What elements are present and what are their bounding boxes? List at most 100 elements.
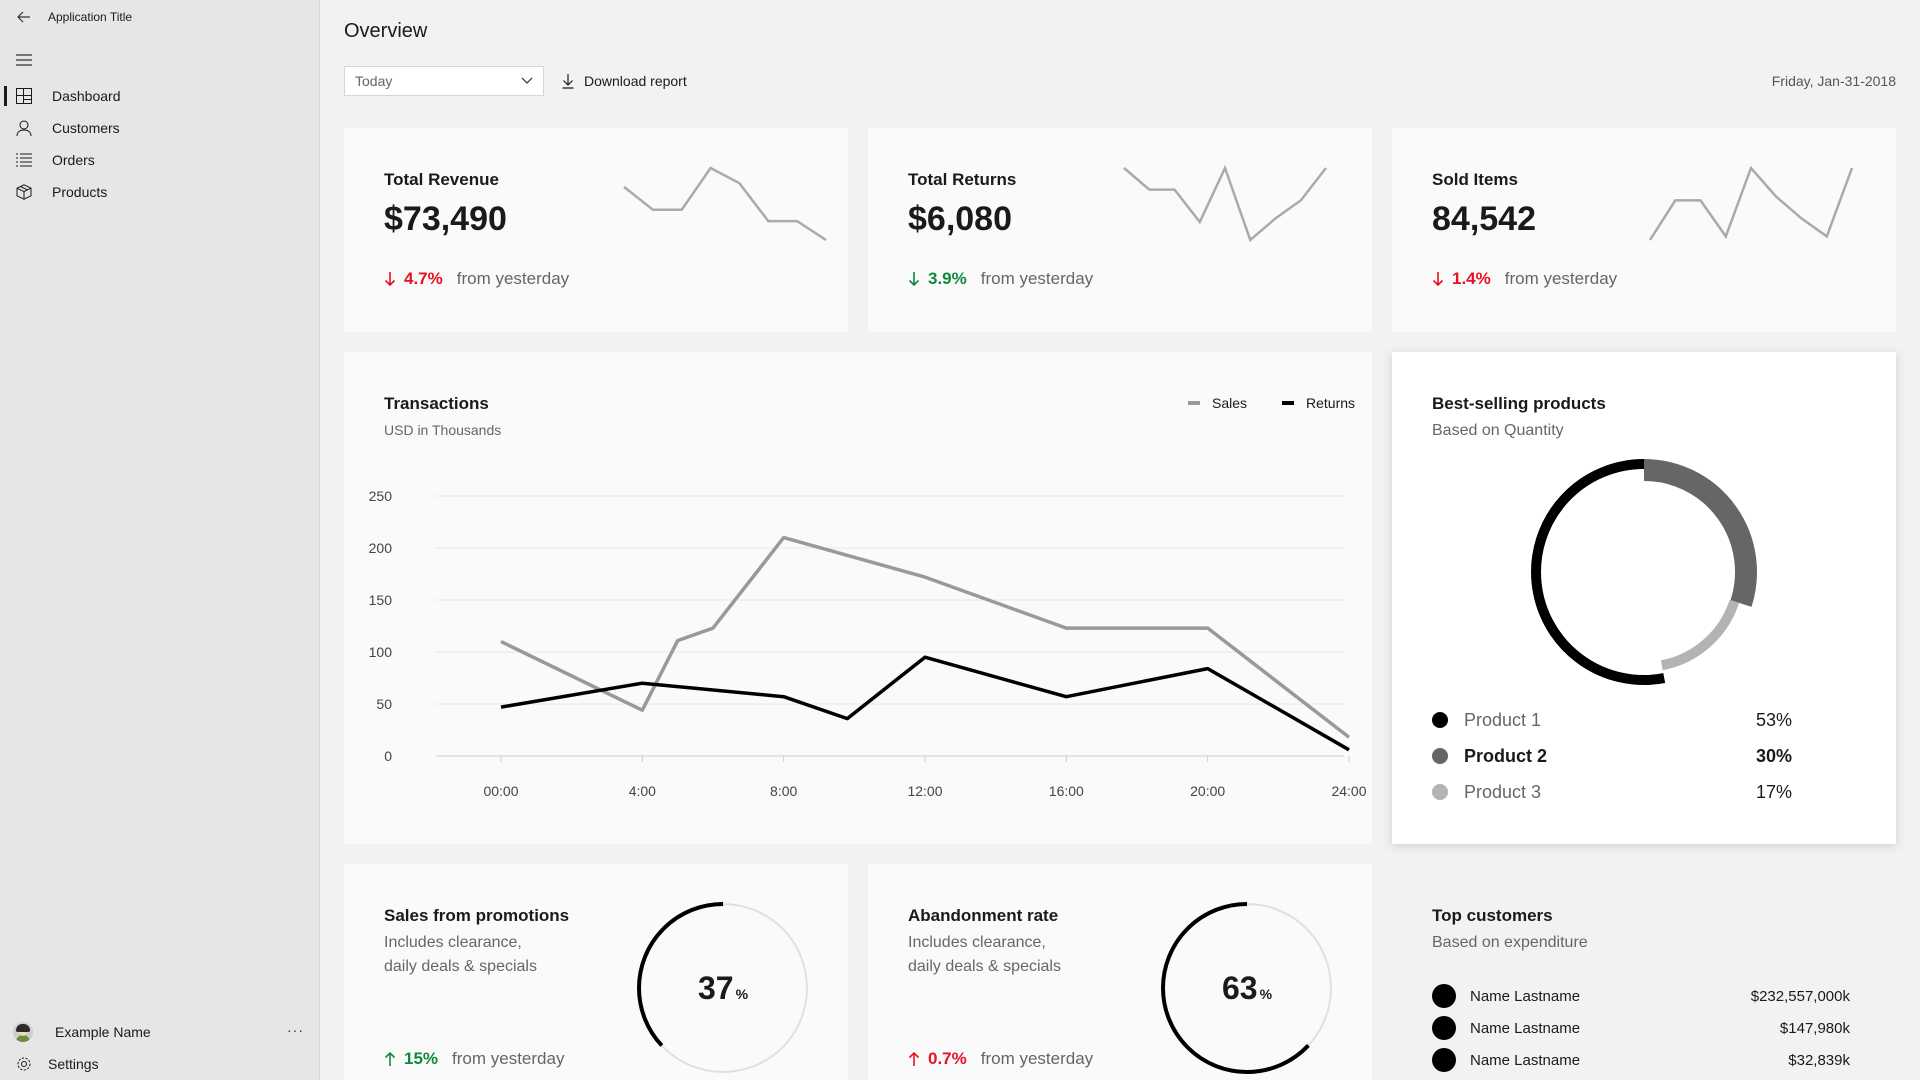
sidebar-item-products[interactable]: Products bbox=[0, 176, 320, 208]
avatar bbox=[13, 1022, 33, 1042]
top-customers-title: Top customers bbox=[1432, 906, 1553, 925]
abandonment-ring: 63% bbox=[1161, 902, 1333, 1074]
top-customers-subtitle: Based on expenditure bbox=[1432, 934, 1588, 951]
ring-progress bbox=[637, 902, 809, 1074]
customer-value: $32,839k bbox=[1788, 1051, 1850, 1069]
customer-avatar bbox=[1432, 1016, 1456, 1040]
customer-name: Name Lastname bbox=[1470, 987, 1581, 1005]
promotions-ring: 37% bbox=[637, 902, 809, 1074]
ring-value: 63 bbox=[1221, 969, 1258, 1006]
legend-label: Sales bbox=[1212, 395, 1248, 411]
sparkline-path bbox=[623, 166, 827, 242]
abandonment-desc-line2: daily deals & specials bbox=[908, 958, 1061, 975]
ring-label: 37% bbox=[637, 902, 809, 1074]
transactions-line-chart: 0 50 100 150 200 250 00:00 4:00 8:00 12:00 16:00 20… bbox=[369, 488, 1367, 799]
promotions-desc-line2: daily deals & specials bbox=[384, 958, 537, 975]
customer-avatar bbox=[1432, 1048, 1456, 1072]
series-line-sales bbox=[500, 535, 1351, 739]
period-select[interactable]: Today bbox=[344, 66, 544, 96]
x-tick-label: 16:00 bbox=[1049, 783, 1084, 799]
product-value: 30% bbox=[1755, 745, 1792, 766]
abandonment-change-text: from yesterday bbox=[980, 1049, 1094, 1068]
best-selling-subtitle: Based on Quantity bbox=[1432, 422, 1564, 439]
kpi-change-text: from yesterday bbox=[1504, 269, 1618, 288]
promotions-desc-line1: Includes clearance, bbox=[384, 934, 522, 951]
sidebar-item-label: Products bbox=[52, 184, 108, 200]
abandonment-card: Abandonment rate Includes clearance, dai… bbox=[868, 864, 1372, 1080]
hamburger-icon bbox=[16, 54, 32, 66]
legend-swatch bbox=[1282, 401, 1294, 405]
download-report-button[interactable]: Download report bbox=[562, 73, 687, 89]
series-line-returns bbox=[500, 655, 1350, 752]
sidebar-item-dashboard[interactable]: Dashboard bbox=[0, 80, 320, 112]
titlebar: Application Title bbox=[0, 0, 319, 34]
product-row: Product 1 53% bbox=[1432, 705, 1792, 735]
sidebar-item-customers[interactable]: Customers bbox=[0, 112, 320, 144]
customer-row[interactable]: Name Lastname $232,557,000k bbox=[1432, 980, 1850, 1012]
promotions-progress-ring bbox=[637, 902, 809, 1074]
more-options-button[interactable]: ··· bbox=[287, 1022, 304, 1038]
kpi-title: Total Returns bbox=[908, 170, 1017, 189]
back-button[interactable] bbox=[0, 0, 48, 34]
abandonment-progress-ring bbox=[1161, 902, 1333, 1074]
legend-item-sales: Sales bbox=[1188, 395, 1247, 411]
sparkline bbox=[1123, 164, 1327, 243]
ring-label: 63% bbox=[1161, 902, 1333, 1074]
page-title: Overview bbox=[344, 20, 428, 42]
sparkline bbox=[623, 166, 827, 242]
user-account[interactable]: Example Name ··· bbox=[0, 1016, 320, 1048]
user-name: Example Name bbox=[55, 1024, 151, 1040]
x-tick-label: 8:00 bbox=[770, 783, 797, 799]
main-content: Overview Today Download report Friday, J… bbox=[320, 0, 1920, 1080]
customer-row[interactable]: Name Lastname $32,839k bbox=[1432, 1044, 1850, 1076]
customer-row[interactable]: Name Lastname $147,980k bbox=[1432, 1012, 1850, 1044]
x-tick-label: 4:00 bbox=[629, 783, 656, 799]
product-dot bbox=[1432, 748, 1448, 764]
kpi-change-percent: 1.4% bbox=[1452, 269, 1491, 288]
sidebar-footer: Example Name ··· Settings bbox=[0, 1016, 320, 1080]
kpi-change-percent: 3.9% bbox=[928, 269, 967, 288]
download-report-label: Download report bbox=[584, 73, 687, 89]
promotions-change-percent: 15% bbox=[404, 1049, 439, 1068]
ring-unit: % bbox=[1259, 986, 1273, 1002]
kpi-title: Total Revenue bbox=[384, 170, 499, 189]
ring-value: 37 bbox=[697, 969, 734, 1006]
kpi-change: 3.9% from yesterday bbox=[908, 269, 1093, 289]
sparkline-path bbox=[1648, 165, 1854, 241]
settings-button[interactable]: Settings bbox=[0, 1048, 320, 1080]
download-icon bbox=[562, 73, 574, 89]
kpi-value: 84,542 bbox=[1432, 200, 1536, 238]
y-tick-label: 0 bbox=[384, 748, 392, 764]
top-customers-section: Top customers Based on expenditure Name … bbox=[1392, 864, 1896, 1080]
product-value: 53% bbox=[1755, 709, 1792, 730]
x-tick-label: 12:00 bbox=[907, 783, 942, 799]
best-selling-donut-chart bbox=[1531, 459, 1757, 685]
back-arrow-icon bbox=[17, 11, 30, 23]
legend-item-returns: Returns bbox=[1282, 395, 1355, 411]
product-name: Product 1 bbox=[1464, 709, 1542, 730]
hamburger-menu-button[interactable] bbox=[0, 40, 48, 80]
donut-slice-product-3 bbox=[1660, 599, 1740, 671]
arrow-down-icon bbox=[384, 271, 396, 287]
y-tick-label: 250 bbox=[369, 488, 393, 504]
list-icon bbox=[0, 153, 48, 167]
donut-slice-product-1 bbox=[1531, 459, 1666, 685]
ring-unit: % bbox=[735, 986, 749, 1002]
app-title: Application Title bbox=[48, 10, 133, 24]
sidebar-item-label: Customers bbox=[52, 120, 120, 136]
customer-value: $232,557,000k bbox=[1750, 987, 1850, 1005]
arrow-down-icon bbox=[1432, 271, 1444, 287]
arrow-up-icon bbox=[908, 1051, 920, 1067]
abandonment-change-percent: 0.7% bbox=[928, 1049, 967, 1068]
product-dot bbox=[1432, 712, 1448, 728]
dashboard-icon bbox=[0, 88, 48, 104]
kpi-change-text: from yesterday bbox=[456, 269, 570, 288]
donut-slice-product-2 bbox=[1643, 459, 1757, 607]
abandonment-title: Abandonment rate bbox=[908, 906, 1059, 925]
customer-name: Name Lastname bbox=[1470, 1019, 1581, 1037]
transactions-card: Transactions USD in Thousands Sales Retu… bbox=[344, 352, 1372, 844]
arrow-up-icon bbox=[384, 1051, 396, 1067]
product-name: Product 2 bbox=[1464, 745, 1548, 766]
current-date: Friday, Jan-31-2018 bbox=[1771, 73, 1896, 89]
sidebar-item-orders[interactable]: Orders bbox=[0, 144, 320, 176]
